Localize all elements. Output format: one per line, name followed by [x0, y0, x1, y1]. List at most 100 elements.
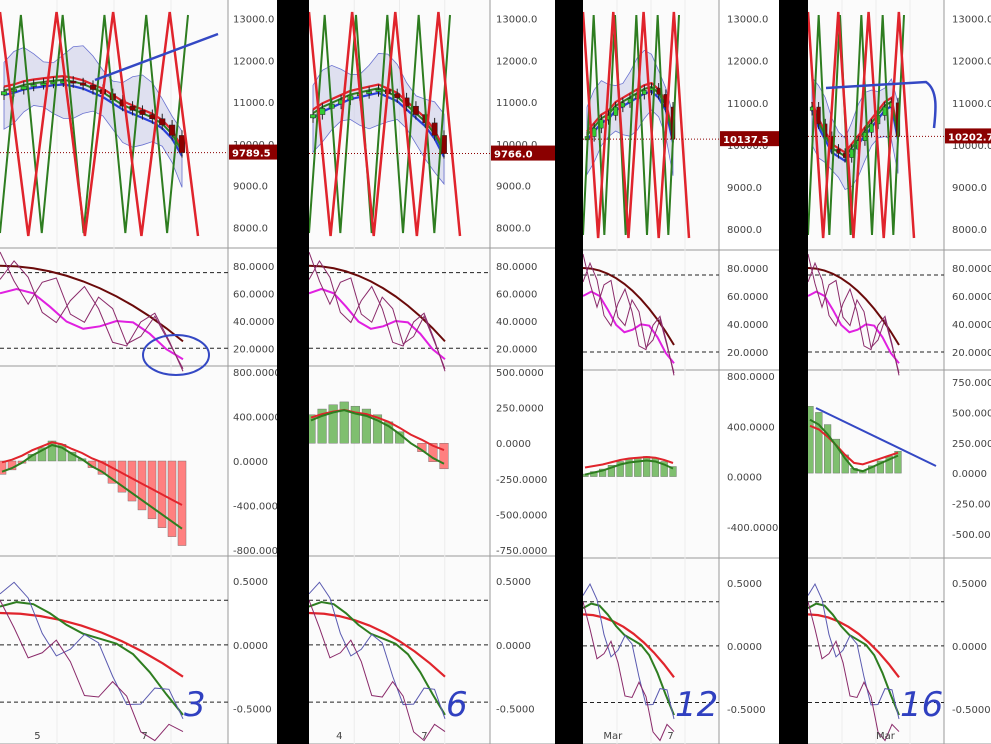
panel3-x-tick: 7 — [667, 731, 673, 742]
chart-panel-1: 13000.012000.011000.010000.09000.08000.0… — [0, 0, 277, 744]
panel4-macd-tick: 250.0000 — [952, 439, 991, 450]
panel1-candle — [80, 82, 87, 86]
panel3-macd-line — [584, 459, 674, 476]
panel1-annotation-trendline — [94, 32, 219, 82]
panel3-macd-tick: 0.0000 — [727, 473, 762, 484]
panel3-osc3-tick: 0.0000 — [727, 642, 762, 653]
panel4-osc1-magenta — [808, 290, 900, 364]
panel4-macd-bar — [894, 451, 902, 474]
panel3-macd-bar — [669, 466, 677, 477]
panel2-osc3-thin-a — [309, 581, 446, 719]
panel1-macd-tick: 400.0000 — [233, 413, 277, 424]
panel2-candle — [375, 89, 382, 92]
panel2-macd-tick: -750.0000 — [496, 546, 547, 557]
panel3-osc1-tick: 40.0000 — [727, 320, 768, 331]
panel1-candle — [159, 118, 166, 126]
panel4-osc1-tick: 20.0000 — [952, 348, 991, 359]
panel3-price-tag-label: 10137.5 — [723, 135, 769, 146]
panel3-price-tick: 13000.0 — [727, 15, 768, 26]
panel1-macd-signal — [1, 441, 183, 506]
panel3-candle — [620, 102, 626, 108]
panel3-osc3-tick: 0.5000 — [727, 579, 762, 590]
panel3-macd-bar — [607, 465, 616, 477]
panel4-handwritten-label: 16 — [900, 685, 943, 725]
panel4-osc3-thin-a — [808, 582, 900, 720]
panel4-candle — [869, 123, 874, 133]
panel4-macd-bar — [824, 424, 832, 474]
panel2-macd-bar — [328, 404, 338, 444]
panel4-candle — [882, 106, 887, 116]
panel4-price-tick: 10000.0 — [952, 141, 991, 152]
panel1-price-tick: 12000.0 — [233, 56, 274, 67]
panel2-osc1-tick: 40.0000 — [496, 317, 537, 328]
panel2-osc3-tick: -0.5000 — [496, 705, 535, 716]
panel4-macd-tick: -500.0000 — [952, 530, 991, 541]
panel1-osc1-tick: 60.0000 — [233, 289, 274, 300]
panel3-candle — [591, 127, 597, 137]
panel2-x-tick: 4 — [336, 731, 342, 742]
panel4-macd-tick: 500.0000 — [952, 408, 991, 419]
panel2-osc1-thin-b — [309, 251, 446, 369]
panel2-macd-bar — [372, 414, 383, 444]
chart-panel-4: 13000.0 12000.0 11000.0 10000.0 9000.0 8000.0… — [808, 0, 991, 744]
panel3-candle — [656, 87, 661, 95]
panel1-price-tag-bg — [229, 144, 277, 160]
panel1-osc3-tick: 0.5000 — [233, 577, 268, 588]
panel4-osc3-tick: -0.5000 — [952, 705, 991, 716]
panel2-macd-tick: -500.0000 — [496, 510, 547, 521]
panel4-osc1-thin-b — [808, 253, 900, 374]
panel2-osc1-thin-a — [309, 259, 446, 372]
panel4-osc1-thin-a — [808, 261, 900, 376]
panel2-macd-bar — [361, 408, 371, 444]
panel4-price-tick: 9000.0 — [952, 183, 987, 194]
panel3-osc1-thin-b — [583, 253, 675, 374]
panel1-handwritten-label: 3 — [184, 685, 206, 725]
panel1-candle — [169, 124, 176, 136]
panel1-price-tick: 13000.0 — [233, 15, 274, 26]
panel2-osc3-red — [309, 611, 446, 678]
panel3-macd-bar — [616, 461, 624, 477]
panel1-osc3-thin-a — [0, 581, 184, 720]
panel2-candle — [413, 105, 419, 115]
panel2-macd-bar — [339, 401, 349, 444]
panel3-price-tick: 9000.0 — [727, 183, 762, 194]
panel3-price-tag-bg — [720, 131, 779, 147]
panel1-osc1-magenta — [0, 287, 184, 361]
panel3-macd-bar — [660, 461, 668, 477]
panel1-macd-bar — [107, 460, 117, 484]
panel1-osc1-thin-b — [0, 251, 184, 369]
panel1-osc3-tick: -0.5000 — [233, 705, 272, 716]
panel1-macd-bar — [37, 447, 47, 462]
panel1-candle — [139, 110, 146, 115]
panel2-price-tick: 11000.0 — [496, 98, 537, 109]
panel3-macd-tick: -400.0000 — [727, 523, 778, 534]
panel1-candle — [89, 85, 97, 90]
panel2-overlay-red — [309, 11, 462, 237]
panel3-osc3-thin-b — [583, 601, 675, 742]
panel4-macd-signal — [809, 424, 899, 466]
panel1-price-tick: 8000.0 — [233, 223, 268, 234]
panel4-annotation-trendline — [815, 407, 937, 467]
panel4-osc3-thin-b — [808, 601, 900, 742]
panel3-price-tick: 10000.0 — [727, 141, 768, 152]
panel2-macd-bar — [309, 414, 316, 444]
panel4-osc3-red — [808, 613, 900, 679]
panel4-macd-bar — [815, 412, 823, 474]
panel2-osc1-tick: 80.0000 — [496, 262, 537, 273]
panel4-osc3-tick: 0.0000 — [952, 642, 987, 653]
panel1-candle — [129, 105, 136, 111]
panel1-candle — [0, 91, 8, 96]
panel4-osc3-tick: 0.5000 — [952, 579, 987, 590]
panel2-price-tag-bg — [491, 145, 555, 161]
panel3-price-tick: 11000.0 — [727, 99, 768, 110]
panel2-price-tick: 13000.0 — [496, 15, 537, 26]
panel3-handwritten-label: 12 — [675, 685, 718, 725]
panel4-price-tick: 11000.0 — [952, 99, 991, 110]
panel1-price-tag-label: 9789.5 — [232, 149, 271, 160]
panel1-candle — [30, 84, 37, 87]
panel3-osc3-red — [583, 613, 675, 679]
panel2-macd-tick: 500.0000 — [496, 368, 544, 379]
panel2-handwritten-label: 6 — [446, 685, 468, 725]
panel3-osc1-thin-a — [583, 261, 675, 376]
panel2-price-tick: 8000.0 — [496, 223, 531, 234]
